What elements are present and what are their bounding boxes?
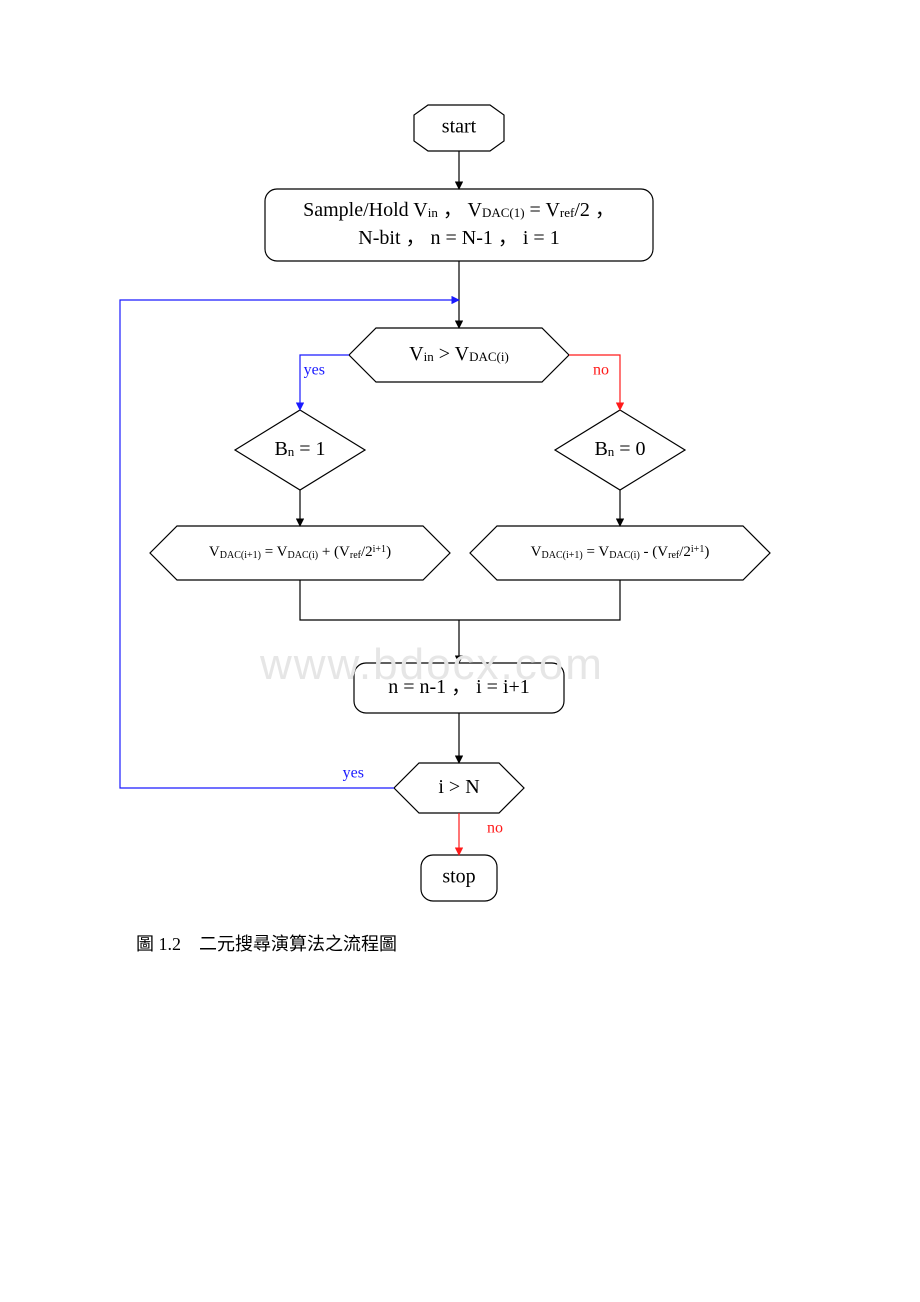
svg-text:VDAC(i+1) = VDAC(i) - (Vref/2i: VDAC(i+1) = VDAC(i) - (Vref/2i+1) — [531, 544, 710, 561]
svg-text:Sample/Hold Vin ， VDAC(1) = Vr: Sample/Hold Vin ， VDAC(1) = Vref/2 ， — [303, 199, 615, 221]
svg-text:i > N: i > N — [438, 776, 479, 798]
svg-text:yes: yes — [343, 765, 364, 782]
svg-text:N-bit ， n = N-1 ， i = 1: N-bit ， n = N-1 ， i = 1 — [358, 227, 559, 249]
svg-text:no: no — [487, 820, 503, 837]
svg-text:Bn = 0: Bn = 0 — [594, 438, 645, 460]
figure-caption: 圖 1.2 二元搜尋演算法之流程圖 — [136, 930, 397, 956]
svg-text:VDAC(i+1) = VDAC(i) + (Vref/2i: VDAC(i+1) = VDAC(i) + (Vref/2i+1) — [209, 544, 391, 561]
page: www.bdocx.com start Sample/Hold Vin ， VDA… — [0, 0, 920, 1302]
svg-text:Vin > VDAC(i): Vin > VDAC(i) — [409, 343, 509, 365]
svg-text:no: no — [593, 362, 609, 379]
svg-text:Bn = 1: Bn = 1 — [274, 438, 325, 460]
svg-text:yes: yes — [304, 362, 325, 379]
watermark-text: www.bdocx.com — [260, 640, 604, 690]
svg-text:stop: stop — [442, 866, 475, 888]
svg-text:start: start — [442, 116, 477, 138]
